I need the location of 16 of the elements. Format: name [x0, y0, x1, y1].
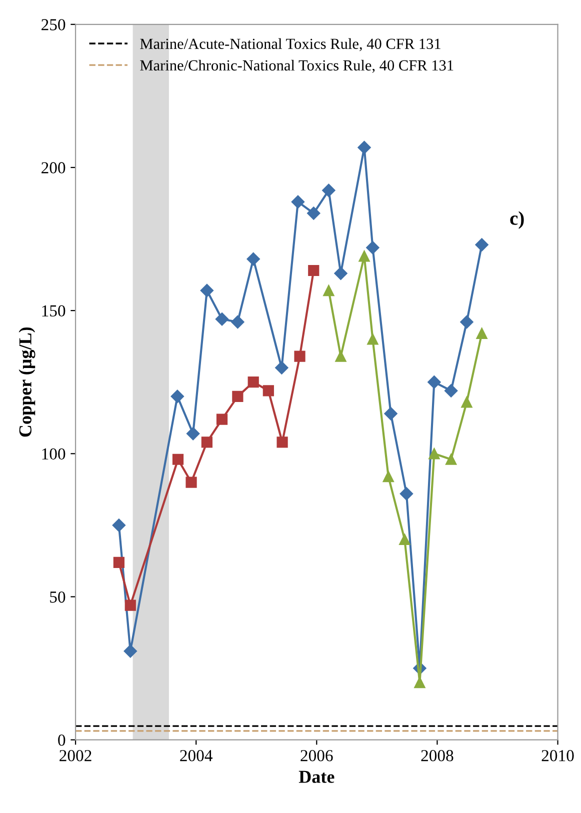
y-tick-label: 50	[50, 591, 66, 603]
x-tick-label: 2004	[180, 750, 212, 762]
y-tick-label: 100	[42, 448, 66, 460]
x-tick-label: 2002	[60, 750, 92, 762]
annotation: c)	[510, 211, 524, 229]
y-tick-label: 200	[42, 162, 66, 174]
y-tick-label: 0	[58, 734, 66, 746]
y-tick-label: 150	[42, 305, 66, 317]
y-axis-title: Copper (µg/L)	[18, 327, 36, 437]
x-axis-title: Date	[298, 770, 334, 783]
legend-label: Marine/Chronic-National Toxics Rule, 40 CFR 131	[140, 60, 454, 73]
legend-label: Marine/Acute-National Toxics Rule, 40 CFR 131	[140, 38, 440, 52]
x-tick-label: 2008	[421, 750, 454, 762]
x-tick-label: 2010	[542, 750, 574, 762]
x-tick-label: 2006	[300, 750, 333, 762]
y-tick-label: 250	[42, 19, 66, 30]
